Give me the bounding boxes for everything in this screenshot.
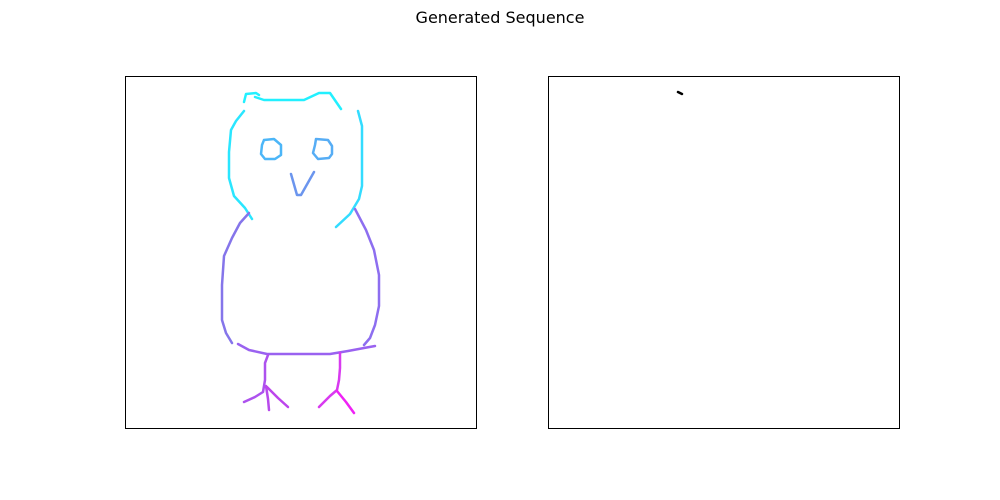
eye-right-stroke <box>311 137 334 161</box>
right-panel-strokes <box>676 90 684 96</box>
figure-title: Generated Sequence <box>415 8 585 27</box>
short-dash-stroke <box>676 90 684 96</box>
body-bottom-stroke <box>236 342 377 356</box>
leg-right-stroke <box>317 351 342 409</box>
eye-left-stroke <box>259 137 283 161</box>
left-panel <box>125 76 477 429</box>
body-right-stroke <box>353 207 381 347</box>
head-right-side-stroke <box>334 109 364 229</box>
head-top-stroke <box>253 91 343 111</box>
toe-left-right-stroke <box>265 385 290 409</box>
toe-right-stroke <box>335 389 356 415</box>
toe-left-mid-stroke <box>264 384 271 412</box>
left-panel-strokes <box>220 91 381 415</box>
head-left-side-stroke <box>227 109 254 221</box>
right-panel <box>548 76 900 429</box>
leg-left-stroke <box>242 353 270 404</box>
beak-stroke <box>289 170 316 197</box>
body-left-stroke <box>220 211 251 345</box>
head-tuft-left-stroke <box>242 91 261 104</box>
